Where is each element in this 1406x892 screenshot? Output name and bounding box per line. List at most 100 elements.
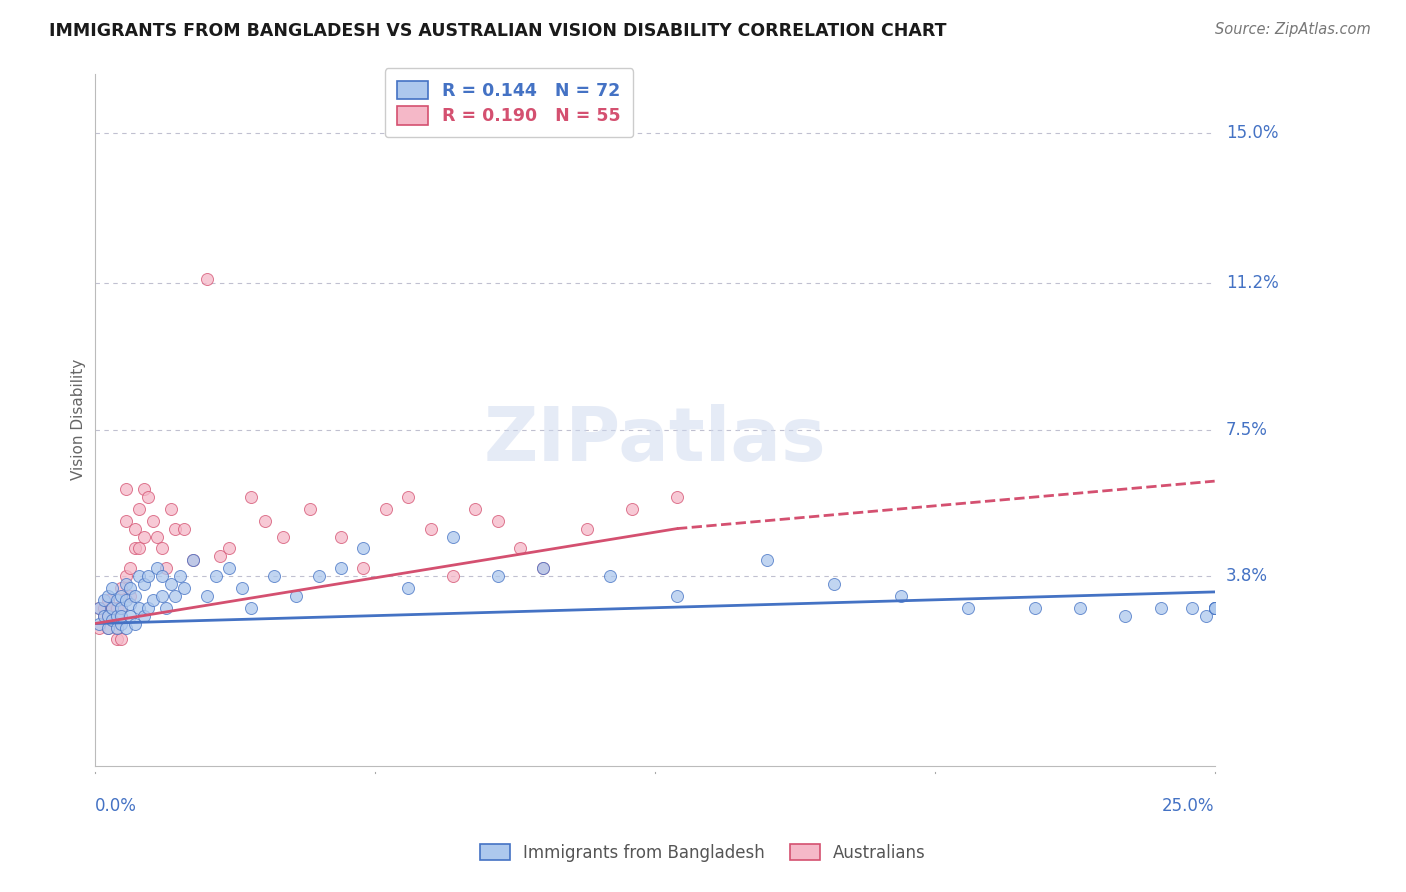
Point — [285, 589, 308, 603]
Point — [531, 561, 554, 575]
Point — [110, 632, 132, 647]
Point — [599, 569, 621, 583]
Point — [204, 569, 226, 583]
Text: 15.0%: 15.0% — [1226, 124, 1278, 142]
Point — [142, 514, 165, 528]
Text: 25.0%: 25.0% — [1163, 797, 1215, 814]
Point — [115, 592, 138, 607]
Point — [97, 592, 120, 607]
Point — [169, 569, 191, 583]
Point — [142, 592, 165, 607]
Point — [308, 569, 330, 583]
Point — [128, 501, 150, 516]
Point — [146, 561, 169, 575]
Point — [263, 569, 285, 583]
Point — [352, 561, 374, 575]
Point — [218, 561, 240, 575]
Point — [155, 600, 177, 615]
Point — [101, 613, 124, 627]
Point — [155, 561, 177, 575]
Point — [298, 501, 321, 516]
Point — [132, 608, 155, 623]
Point — [271, 529, 294, 543]
Point — [181, 553, 204, 567]
Point — [97, 620, 120, 634]
Point — [1150, 600, 1173, 615]
Point — [101, 600, 124, 615]
Point — [132, 577, 155, 591]
Point — [1069, 600, 1091, 615]
Point — [240, 600, 263, 615]
Point — [1204, 600, 1226, 615]
Point — [110, 581, 132, 595]
Point — [93, 600, 115, 615]
Point — [87, 616, 110, 631]
Legend: R = 0.144   N = 72, R = 0.190   N = 55: R = 0.144 N = 72, R = 0.190 N = 55 — [385, 69, 633, 137]
Y-axis label: Vision Disability: Vision Disability — [72, 359, 86, 481]
Point — [115, 482, 138, 496]
Point — [138, 600, 160, 615]
Text: ZIPatlas: ZIPatlas — [484, 404, 825, 477]
Point — [128, 569, 150, 583]
Point — [1204, 600, 1226, 615]
Point — [115, 577, 138, 591]
Point — [218, 541, 240, 556]
Point — [97, 589, 120, 603]
Point — [120, 597, 142, 611]
Legend: Immigrants from Bangladesh, Australians: Immigrants from Bangladesh, Australians — [471, 836, 935, 871]
Point — [93, 608, 115, 623]
Point — [1195, 608, 1218, 623]
Point — [132, 482, 155, 496]
Point — [87, 600, 110, 615]
Point — [101, 613, 124, 627]
Point — [396, 581, 419, 595]
Point — [240, 490, 263, 504]
Point — [621, 501, 644, 516]
Point — [101, 600, 124, 615]
Point — [464, 501, 486, 516]
Point — [97, 608, 120, 623]
Point — [195, 272, 218, 286]
Point — [486, 514, 509, 528]
Text: 0.0%: 0.0% — [94, 797, 136, 814]
Point — [352, 541, 374, 556]
Point — [1204, 600, 1226, 615]
Point — [165, 522, 187, 536]
Point — [486, 569, 509, 583]
Point — [124, 522, 146, 536]
Point — [87, 600, 110, 615]
Point — [253, 514, 276, 528]
Point — [890, 589, 912, 603]
Point — [128, 600, 150, 615]
Point — [150, 569, 173, 583]
Point — [146, 529, 169, 543]
Point — [105, 620, 128, 634]
Point — [173, 522, 195, 536]
Point — [124, 589, 146, 603]
Point — [330, 529, 353, 543]
Point — [138, 490, 160, 504]
Point — [124, 616, 146, 631]
Point — [150, 541, 173, 556]
Point — [120, 561, 142, 575]
Point — [173, 581, 195, 595]
Point — [957, 600, 980, 615]
Point — [120, 581, 142, 595]
Text: 7.5%: 7.5% — [1226, 421, 1268, 439]
Point — [120, 608, 142, 623]
Point — [105, 620, 128, 634]
Point — [105, 608, 128, 623]
Point — [576, 522, 599, 536]
Point — [666, 589, 689, 603]
Point — [181, 553, 204, 567]
Point — [150, 589, 173, 603]
Point — [110, 600, 132, 615]
Text: 3.8%: 3.8% — [1226, 567, 1268, 585]
Point — [120, 589, 142, 603]
Text: IMMIGRANTS FROM BANGLADESH VS AUSTRALIAN VISION DISABILITY CORRELATION CHART: IMMIGRANTS FROM BANGLADESH VS AUSTRALIAN… — [49, 22, 946, 40]
Point — [823, 577, 845, 591]
Point — [93, 608, 115, 623]
Point — [195, 589, 218, 603]
Point — [105, 632, 128, 647]
Text: Source: ZipAtlas.com: Source: ZipAtlas.com — [1215, 22, 1371, 37]
